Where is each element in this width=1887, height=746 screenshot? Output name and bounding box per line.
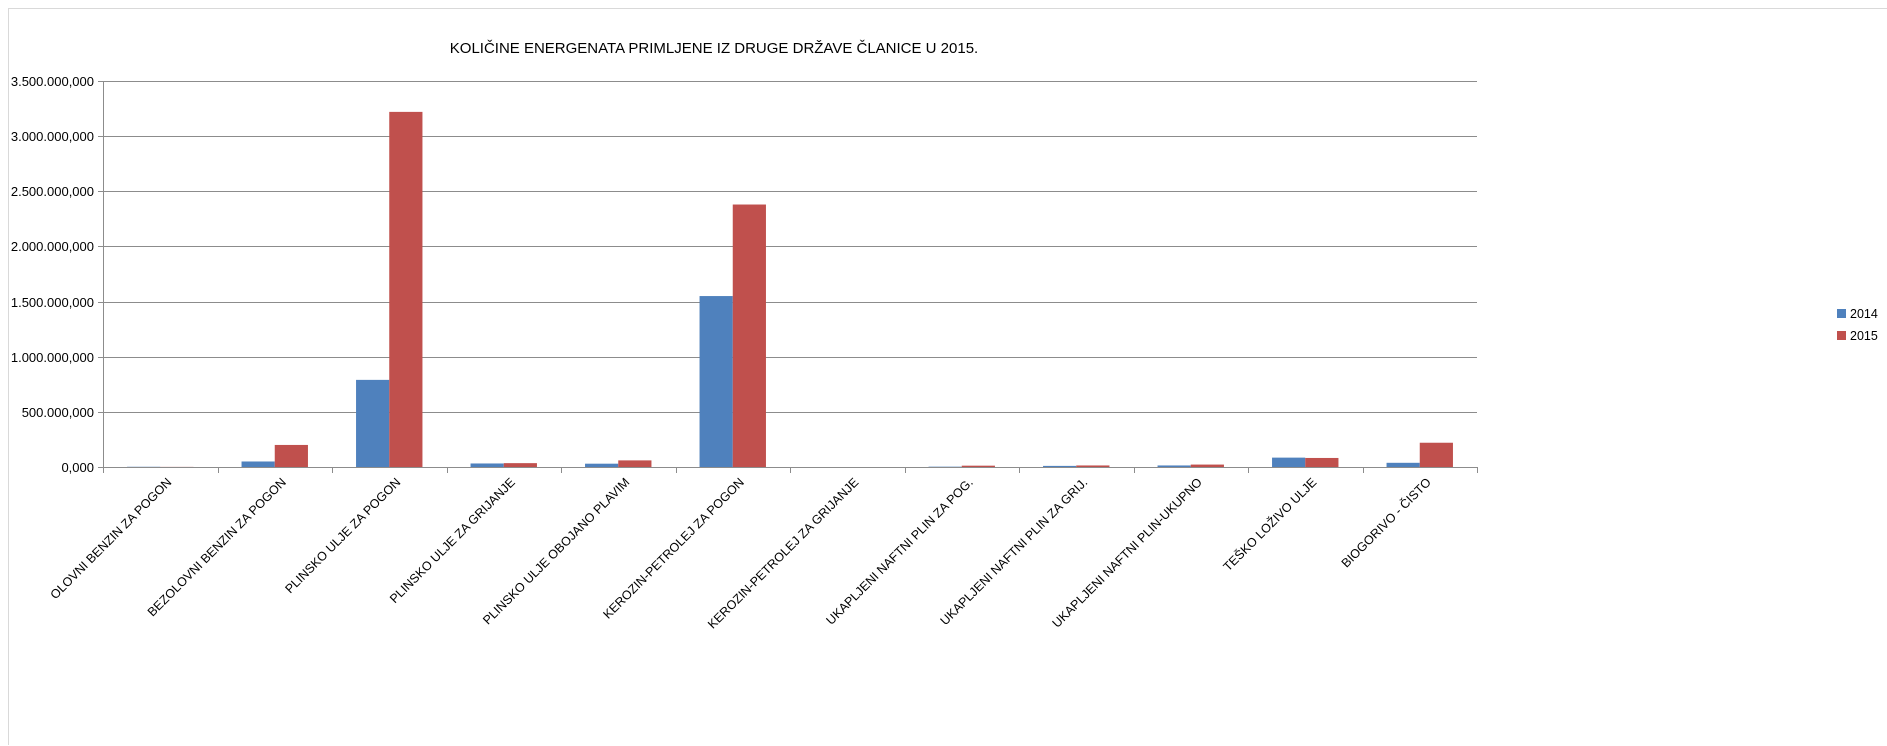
chart-area: KOLIČINE ENERGENATA PRIMLJENE IZ DRUGE D… [8,8,1887,745]
y-tick-label: 500.000,000 [22,405,94,420]
y-tick-label: 2.500.000,000 [11,184,94,199]
bar-2014-11 [1272,458,1305,467]
legend: 2014 2015 [1837,307,1878,343]
bar-2015-9 [1076,465,1109,467]
bar-2014-6 [700,296,733,467]
x-category-label: PLINSKO ULJE ZA GRIJANJE [387,475,518,606]
bar-2015-6 [733,205,766,467]
chart-title: KOLIČINE ENERGENATA PRIMLJENE IZ DRUGE D… [450,40,978,57]
x-category-label: KEROZIN-PETROLEJ ZA POGON [600,475,746,621]
bar-2014-9 [1043,466,1076,467]
bar-2015-3 [389,112,422,467]
chart-svg: KOLIČINE ENERGENATA PRIMLJENE IZ DRUGE D… [9,9,1887,746]
bar-2015-4 [504,463,537,467]
bar-2015-11 [1305,458,1338,467]
x-category-label: BEZOLOVNI BENZIN ZA POGON [145,475,289,619]
bar-2014-10 [1158,465,1191,467]
y-tick-label: 0,000 [61,460,94,475]
bar-2015-2 [275,445,308,467]
y-tick-label: 3.000.000,000 [11,129,94,144]
gridlines [103,82,1477,413]
bar-2014-3 [356,380,389,467]
y-tick-label: 1.500.000,000 [11,295,94,310]
bars [127,112,1453,467]
bar-2014-4 [471,463,504,467]
legend-label-2014: 2014 [1850,307,1878,321]
y-tick-label: 3.500.000,000 [11,74,94,89]
x-category-label: TEŠKO LOŽIVO ULJE [1220,475,1320,575]
x-category-label: PLINSKO ULJE ZA POGON [282,475,403,596]
bar-2014-5 [585,464,618,467]
bar-2014-12 [1387,463,1420,467]
legend-swatch-2015 [1837,331,1846,340]
x-category-label: OLOVNI BENZIN ZA POGON [48,475,175,602]
axes [98,81,1478,473]
y-axis-tick-labels: 0,000 500.000,000 1.000.000,000 1.500.000,0… [11,74,94,475]
bar-2015-12 [1420,443,1453,467]
bar-2015-10 [1191,465,1224,467]
legend-label-2015: 2015 [1850,329,1878,343]
y-tick-label: 1.000.000,000 [11,350,94,365]
y-tick-label: 2.000.000,000 [11,239,94,254]
bar-2015-8 [962,466,995,467]
x-category-label: BIOGORIVO - ČISTO [1338,474,1434,570]
legend-swatch-2014 [1837,309,1846,318]
bar-2014-2 [242,461,275,467]
bar-2015-5 [618,460,651,467]
